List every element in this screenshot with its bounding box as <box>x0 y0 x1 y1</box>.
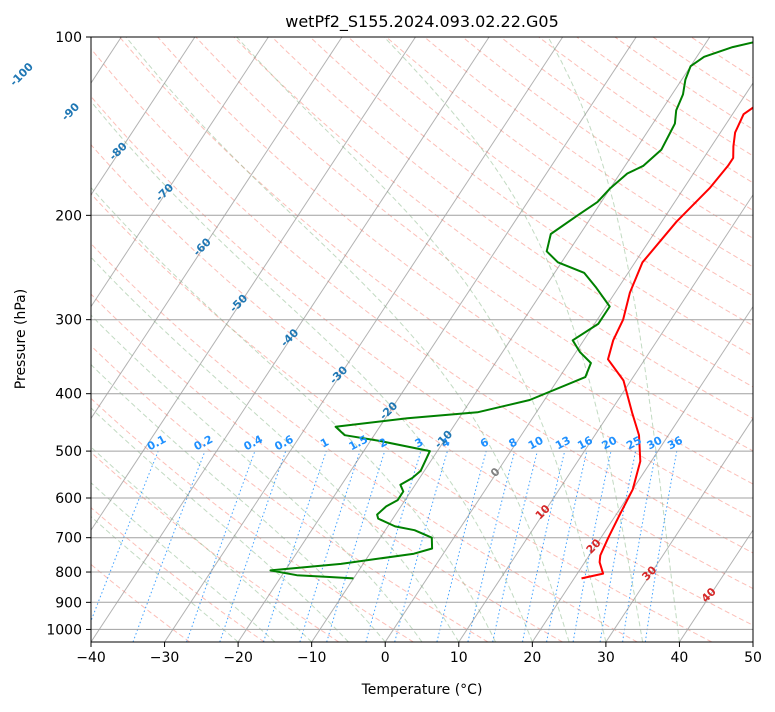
y-tick-label: 400 <box>55 387 82 403</box>
isotherm-line <box>17 37 415 642</box>
isotherm-label: -60 <box>191 235 214 258</box>
y-tick-label: 1000 <box>46 622 82 638</box>
mixing-ratio-label: 6 <box>478 435 491 450</box>
mixing-ratio-line <box>327 451 385 642</box>
y-axis-label: Pressure (hPa) <box>13 289 29 389</box>
mixing-ratio-line <box>187 451 255 642</box>
x-tick-label: −20 <box>223 650 253 666</box>
dry-adiabat <box>348 37 775 642</box>
x-tick-label: 10 <box>450 650 468 666</box>
y-tick-label: 800 <box>55 565 82 581</box>
x-tick-label: 20 <box>523 650 541 666</box>
isotherm-line <box>0 37 268 642</box>
isotherm-label: -10 <box>432 428 455 451</box>
mixing-ratio-line <box>547 451 587 642</box>
x-tick-label: 50 <box>744 650 762 666</box>
mixing-ratio-label: 8 <box>507 435 520 450</box>
isotherm-label: -40 <box>278 326 301 349</box>
isotherm-label: -90 <box>59 100 82 123</box>
mixing-ratio-line <box>220 451 286 642</box>
mixing-ratio-label: 36 <box>665 434 685 453</box>
x-axis-label: Temperature (°C) <box>361 682 483 698</box>
mixing-ratio-line <box>523 451 565 642</box>
moist-adiabat <box>0 37 385 642</box>
isotherm-line <box>753 37 775 642</box>
isotherm-label: -100 <box>7 60 36 89</box>
mixing-ratio-label: 30 <box>645 434 665 453</box>
isotherm-line <box>238 37 636 642</box>
mixing-ratio-line <box>83 451 158 642</box>
x-tick-label: −30 <box>150 650 180 666</box>
mixing-ratio-label: 0.1 <box>145 433 168 454</box>
mixing-ratio-label: 13 <box>553 434 573 453</box>
isotherm-label: 10 <box>533 502 553 522</box>
isotherm-label: -70 <box>153 181 176 204</box>
dry-adiabat <box>577 37 775 642</box>
dry-adiabat <box>5 37 775 642</box>
mixing-ratio-line <box>395 451 448 642</box>
x-tick-label: 40 <box>671 650 689 666</box>
x-tick-label: 30 <box>597 650 615 666</box>
mixing-ratio-line <box>600 451 636 642</box>
mixing-ratio-label: 16 <box>575 434 595 453</box>
dry-adiabat <box>234 37 775 642</box>
y-tick-label: 600 <box>55 491 82 507</box>
dry-adiabat <box>424 37 775 642</box>
mixing-ratio-label: 25 <box>624 434 644 453</box>
mixing-ratio-label: 0.4 <box>242 433 266 454</box>
dry-adiabat <box>272 37 775 642</box>
y-tick-label: 700 <box>55 531 82 547</box>
dry-adiabat <box>691 37 775 642</box>
mixing-ratio-label: 0.2 <box>192 433 215 454</box>
y-tick-label: 300 <box>55 313 82 329</box>
dry-adiabat <box>615 37 775 642</box>
mixing-ratio-line <box>493 451 538 642</box>
moist-adiabat <box>0 37 459 642</box>
y-tick-label: 200 <box>55 208 82 224</box>
mixing-ratio-line <box>437 451 486 642</box>
moist-adiabat <box>0 37 312 642</box>
mixing-ratio-line <box>133 451 205 642</box>
x-tick-label: −10 <box>297 650 327 666</box>
mixing-ratio-line <box>264 451 327 642</box>
mixing-ratio-label: 10 <box>526 434 546 453</box>
dry-adiabat <box>310 37 775 642</box>
dry-adiabat <box>463 37 775 642</box>
y-tick-label: 100 <box>55 30 82 46</box>
isotherm-line <box>165 37 563 642</box>
x-tick-label: −40 <box>76 650 106 666</box>
mixing-ratio-label: 1 <box>318 435 331 450</box>
y-tick-label: 900 <box>55 595 82 611</box>
dry-adiabat <box>120 37 775 642</box>
isotherm-label: -50 <box>227 292 250 315</box>
mixing-ratio-label: 0.6 <box>272 433 296 454</box>
x-tick-label: 0 <box>381 650 390 666</box>
background-lines <box>0 37 775 642</box>
y-tick-label: 500 <box>55 444 82 460</box>
mixing-ratio-line <box>468 451 515 642</box>
chart-title: wetPf2_S155.2024.093.02.22.G05 <box>285 12 559 32</box>
mixing-ratio-label: 20 <box>600 434 620 453</box>
isotherm-line <box>0 37 195 642</box>
isotherm-line <box>679 37 775 642</box>
isotherm-label: -30 <box>327 363 350 386</box>
